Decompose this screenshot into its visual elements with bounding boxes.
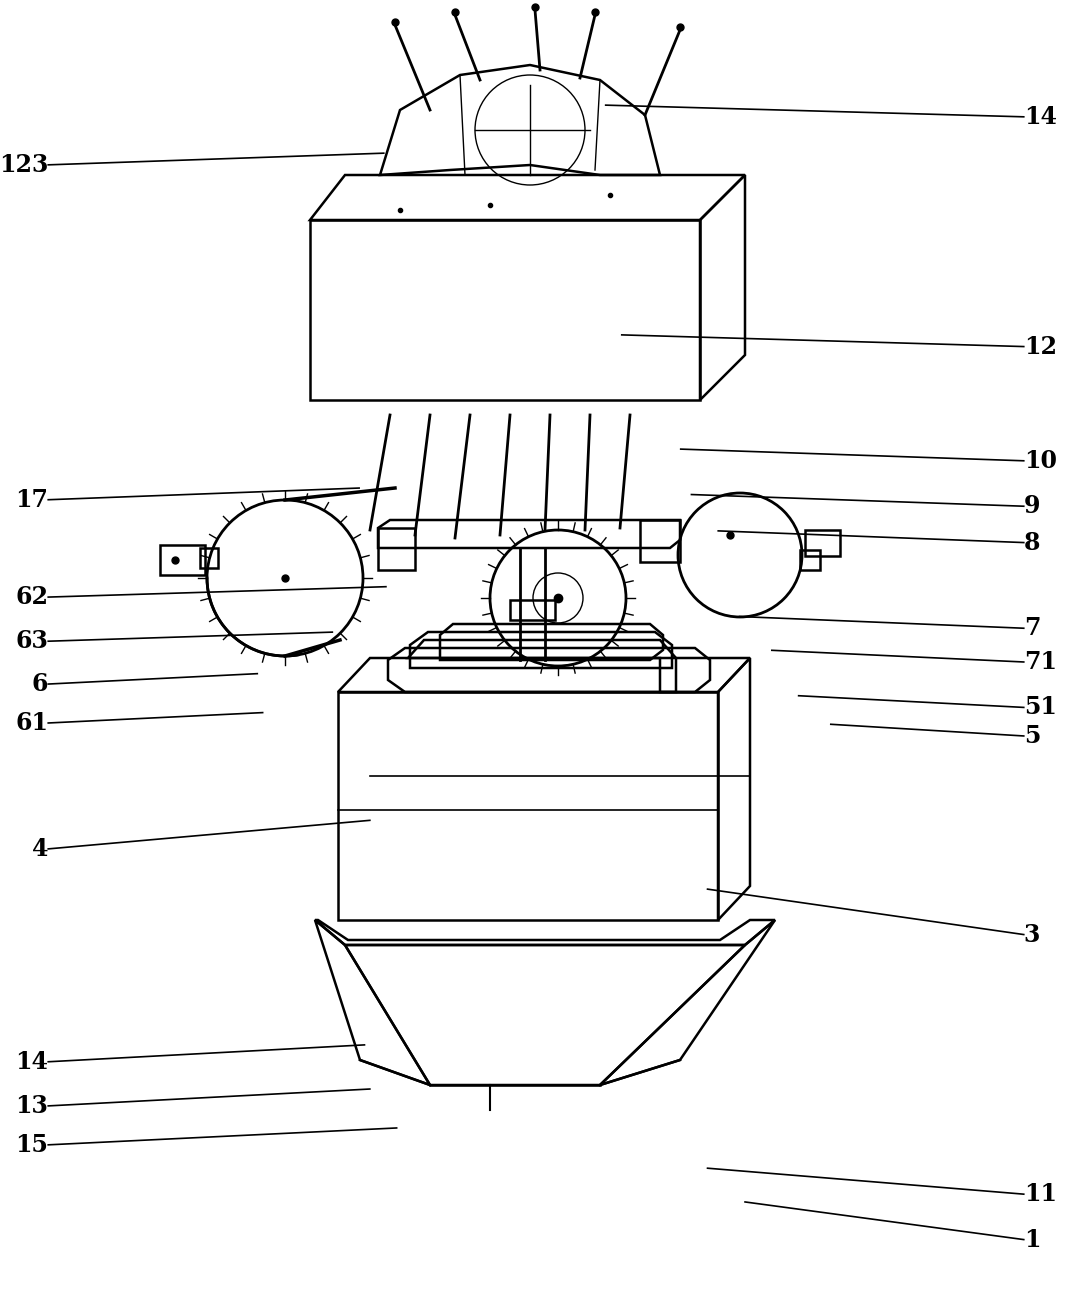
Text: 14: 14	[1024, 105, 1057, 129]
Text: 51: 51	[1024, 696, 1057, 719]
Text: 7: 7	[1024, 617, 1040, 640]
Text: 63: 63	[15, 630, 48, 653]
Text: 6: 6	[32, 672, 48, 696]
Text: 13: 13	[15, 1094, 48, 1118]
Text: 14: 14	[15, 1050, 48, 1073]
Text: 8: 8	[1024, 531, 1040, 554]
Text: 5: 5	[1024, 724, 1040, 748]
Text: 4: 4	[32, 837, 48, 861]
Text: 123: 123	[0, 153, 48, 177]
Text: 71: 71	[1024, 650, 1057, 674]
Text: 12: 12	[1024, 335, 1057, 358]
Text: 10: 10	[1024, 449, 1057, 472]
Text: 62: 62	[15, 585, 48, 609]
Text: 17: 17	[15, 488, 48, 511]
Text: 1: 1	[1024, 1228, 1040, 1251]
Text: 3: 3	[1024, 923, 1040, 946]
Text: 9: 9	[1024, 495, 1040, 518]
Text: 11: 11	[1024, 1182, 1057, 1206]
Text: 15: 15	[15, 1133, 48, 1157]
Text: 61: 61	[15, 711, 48, 735]
